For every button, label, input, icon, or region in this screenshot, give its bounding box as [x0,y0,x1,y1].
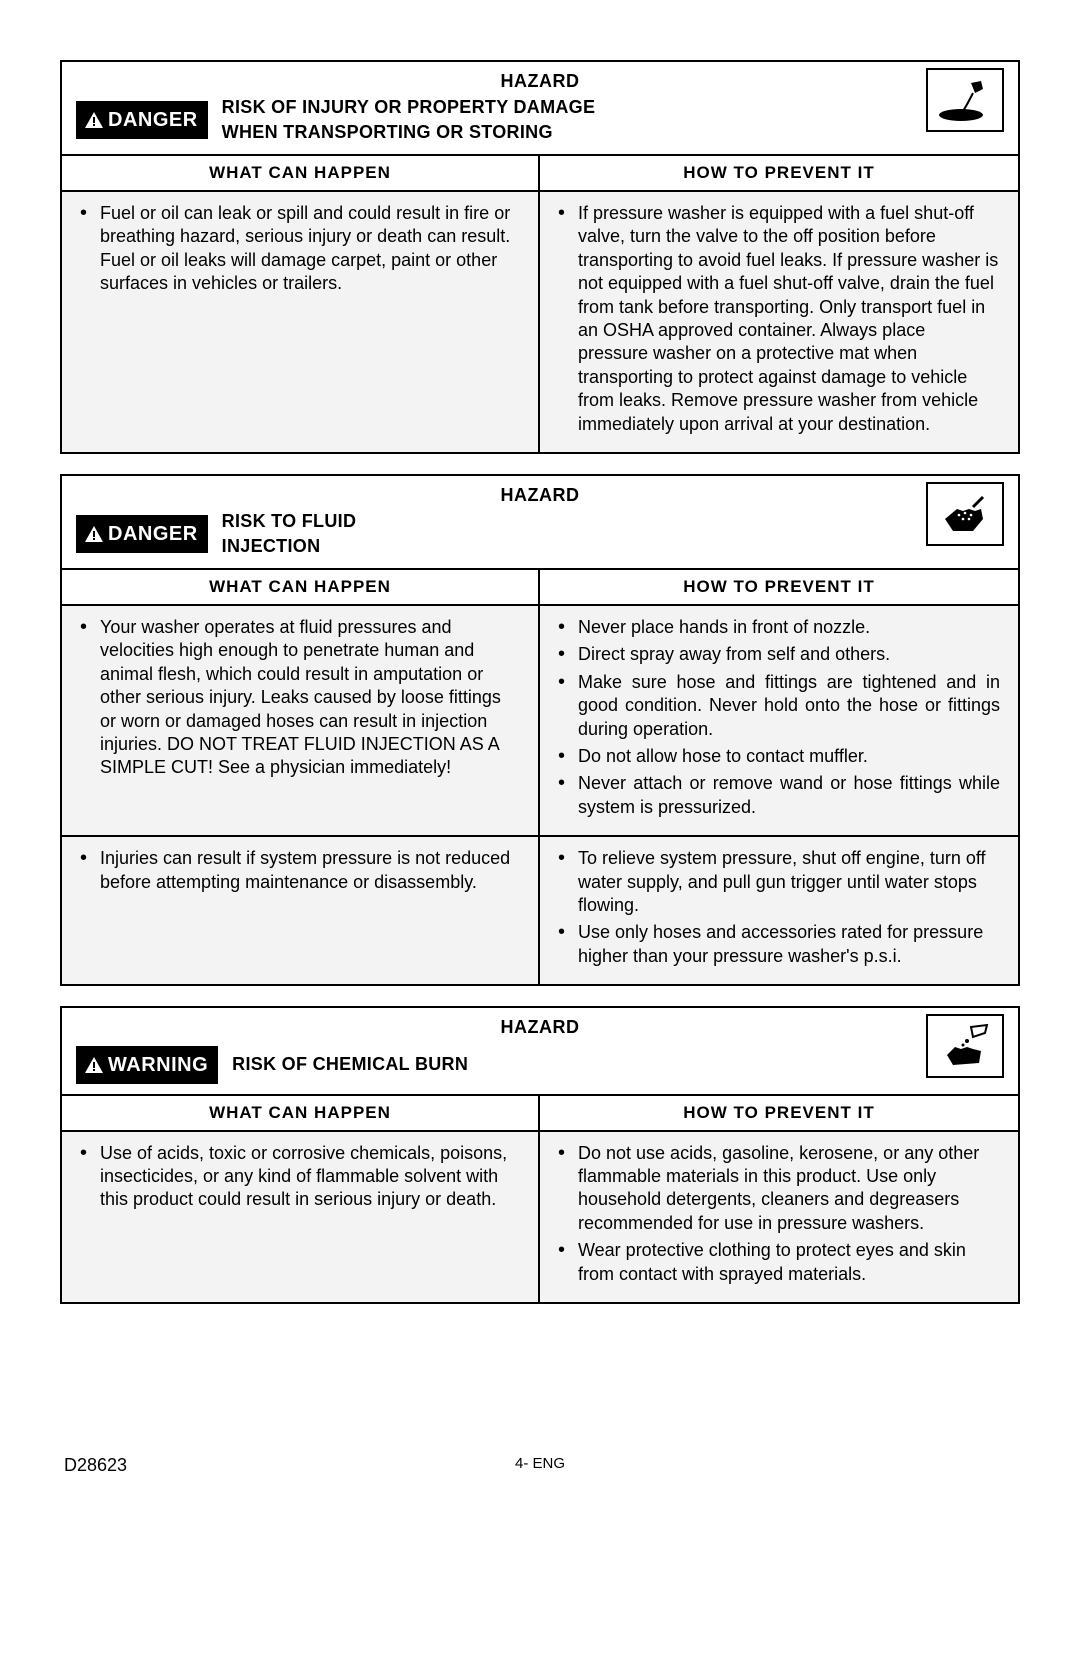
cell-prevent: Do not use acids, gasoline, kerosene, or… [540,1132,1018,1302]
danger-text: DANGER [108,521,198,547]
risk-title: RISK TO FLUID INJECTION [222,509,422,558]
list-item: Your washer operates at fluid pressures … [98,616,520,780]
alert-triangle-icon [84,111,104,129]
cell-prevent: Never place hands in front of nozzle. Di… [540,606,1018,835]
cell-prevent: To relieve system pressure, shut off eng… [540,837,1018,984]
spill-icon [926,68,1004,132]
hazard-header: HAZARD DANGER RISK TO FLUID INJECTION [62,476,1018,570]
hazard-header: HAZARD WARNING RISK OF CHEMICAL BURN [62,1008,1018,1095]
list-item: If pressure washer is equipped with a fu… [576,202,1000,436]
list-item: Do not allow hose to contact muffler. [576,745,1000,768]
list-item: Make sure hose and fittings are tightene… [576,671,1000,741]
hazard-box-injection: HAZARD DANGER RISK TO FLUID INJECTION WH… [60,474,1020,986]
header-row: DANGER RISK TO FLUID INJECTION [76,509,1004,558]
col-prevent: HOW TO PREVENT IT [540,156,1018,190]
col-prevent: HOW TO PREVENT IT [540,1096,1018,1130]
danger-badge: DANGER [76,101,208,139]
list-item: Use of acids, toxic or corrosive chemica… [98,1142,520,1212]
doc-id: D28623 [64,1454,127,1477]
list-item: Never attach or remove wand or hose fitt… [576,772,1000,819]
hazard-row: Fuel or oil can leak or spill and could … [62,192,1018,452]
col-prevent: HOW TO PREVENT IT [540,570,1018,604]
list-item: Direct spray away from self and others. [576,643,1000,666]
warning-badge: WARNING [76,1046,218,1084]
col-what: WHAT CAN HAPPEN [62,156,540,190]
column-headers: WHAT CAN HAPPEN HOW TO PREVENT IT [62,570,1018,606]
list-item: Do not use acids, gasoline, kerosene, or… [576,1142,1000,1236]
alert-triangle-icon [84,1056,104,1074]
header-row: WARNING RISK OF CHEMICAL BURN [76,1046,1004,1084]
hazard-box-chemical: HAZARD WARNING RISK OF CHEMICAL BURN WHA… [60,1006,1020,1304]
chemical-hand-icon [926,1014,1004,1078]
alert-triangle-icon [84,525,104,543]
cell-prevent: If pressure washer is equipped with a fu… [540,192,1018,452]
hazard-row: Use of acids, toxic or corrosive chemica… [62,1132,1018,1302]
hazard-header: HAZARD DANGER RISK OF INJURY OR PROPERTY… [62,62,1018,156]
page-footer: D28623 4- ENG [60,1454,1020,1477]
cell-happen: Fuel or oil can leak or spill and could … [62,192,540,452]
hazard-row: Your washer operates at fluid pressures … [62,606,1018,837]
warning-text: WARNING [108,1052,208,1078]
cell-happen: Injuries can result if system pressure i… [62,837,540,984]
cell-happen: Use of acids, toxic or corrosive chemica… [62,1132,540,1302]
hazard-label: HAZARD [76,1016,1004,1039]
danger-badge: DANGER [76,515,208,553]
column-headers: WHAT CAN HAPPEN HOW TO PREVENT IT [62,1096,1018,1132]
header-row: DANGER RISK OF INJURY OR PROPERTY DAMAGE… [76,95,1004,144]
list-item: Wear protective clothing to protect eyes… [576,1239,1000,1286]
hazard-row: Injuries can result if system pressure i… [62,837,1018,984]
list-item: Never place hands in front of nozzle. [576,616,1000,639]
hand-spray-icon [926,482,1004,546]
list-item: Injuries can result if system pressure i… [98,847,520,894]
hazard-label: HAZARD [76,70,1004,93]
hazard-box-transport: HAZARD DANGER RISK OF INJURY OR PROPERTY… [60,60,1020,454]
risk-title: RISK OF CHEMICAL BURN [232,1052,468,1076]
cell-happen: Your washer operates at fluid pressures … [62,606,540,835]
risk-title: RISK OF INJURY OR PROPERTY DAMAGE WHEN T… [222,95,642,144]
col-what: WHAT CAN HAPPEN [62,1096,540,1130]
hazard-label: HAZARD [76,484,1004,507]
page-number: 4- ENG [515,1454,565,1474]
list-item: To relieve system pressure, shut off eng… [576,847,1000,917]
danger-text: DANGER [108,107,198,133]
column-headers: WHAT CAN HAPPEN HOW TO PREVENT IT [62,156,1018,192]
list-item: Fuel or oil can leak or spill and could … [98,202,520,296]
col-what: WHAT CAN HAPPEN [62,570,540,604]
list-item: Use only hoses and accessories rated for… [576,921,1000,968]
